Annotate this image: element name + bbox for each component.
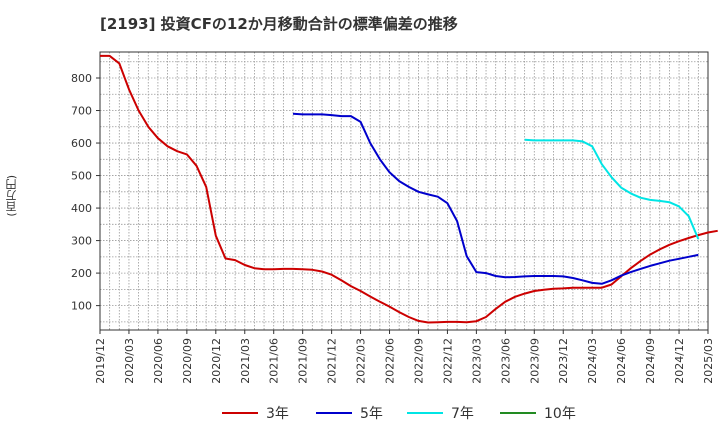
grid-lines (100, 52, 708, 330)
x-tick-label: 2024/12 (673, 338, 686, 384)
x-tick-label: 2021/06 (268, 338, 281, 384)
x-tick-label: 2025/03 (702, 338, 715, 384)
y-tick-label: 800 (71, 72, 92, 85)
y-tick-label: 200 (71, 267, 92, 280)
series-line-7年 (524, 138, 700, 240)
x-tick-label: 2023/06 (499, 338, 512, 384)
series-lines (100, 54, 718, 324)
x-tick-label: 2019/12 (94, 338, 107, 384)
x-tick-label: 2024/09 (644, 338, 657, 384)
plot-frame (99, 51, 709, 331)
x-tick-label: 2020/09 (181, 338, 194, 384)
series-line-5年 (292, 112, 699, 285)
legend: 3年 5年 7年 10年 (222, 406, 576, 422)
x-axis: 2019/12 2020/03 2020/06 2020/09 2020/12 2021/… (94, 330, 715, 384)
x-tick-label: 2021/12 (326, 338, 339, 384)
x-tick-label: 2021/03 (239, 338, 252, 384)
chart-title: [2193] 投資CFの12か月移動合計の標準偏差の推移 (100, 15, 458, 33)
y-tick-label: 700 (71, 105, 92, 118)
x-tick-label: 2023/09 (528, 338, 541, 384)
x-tick-label: 2024/06 (615, 338, 628, 384)
x-tick-label: 2021/09 (297, 338, 310, 384)
y-tick-label: 400 (71, 202, 92, 215)
x-tick-label: 2022/12 (441, 338, 454, 384)
y-tick-label: 600 (71, 137, 92, 150)
x-tick-label: 2022/09 (412, 338, 425, 384)
x-tick-label: 2023/12 (557, 338, 570, 384)
legend-label: 5年 (360, 406, 383, 422)
x-tick-label: 2020/03 (123, 338, 136, 384)
x-tick-label: 2022/06 (384, 338, 397, 384)
y-tick-label: 100 (71, 300, 92, 313)
x-tick-label: 2022/03 (355, 338, 368, 384)
x-tick-label: 2023/03 (470, 338, 483, 384)
y-tick-label: 300 (71, 235, 92, 248)
x-tick-label: 2020/12 (210, 338, 223, 384)
x-tick-label: 2024/03 (586, 338, 599, 384)
x-tick-label: 2020/06 (152, 338, 165, 384)
legend-label: 10年 (544, 406, 576, 422)
legend-label: 3年 (266, 406, 289, 422)
y-axis: 100 200 300 400 500 600 700 800 (71, 72, 100, 313)
legend-label: 7年 (451, 406, 474, 422)
series-line-3年 (100, 54, 718, 324)
y-tick-label: 500 (71, 170, 92, 183)
